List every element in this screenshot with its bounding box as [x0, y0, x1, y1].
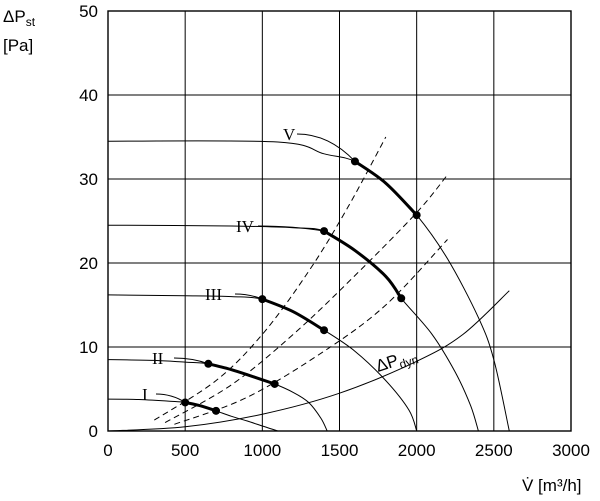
y-tick-label: 0: [89, 422, 98, 441]
system-curve: [164, 174, 448, 424]
series-leader: [257, 225, 325, 232]
grid: [108, 11, 571, 431]
fan-iii-operating-range: [261, 297, 325, 332]
series-label: I: [142, 385, 148, 404]
system-curves: [154, 136, 448, 425]
fan-i-point: [212, 406, 221, 415]
x-tick-labels: 0 500 1000 1500 2000 2500 3000: [103, 441, 590, 460]
fan-iv-curve: [107, 224, 479, 432]
fan-v-operating-range: [354, 160, 418, 217]
fan-iii-point: [320, 326, 329, 335]
y-tick-label: 10: [79, 338, 98, 357]
system-curve: [154, 136, 387, 421]
fan-v-curve: [107, 140, 510, 432]
x-tick-label: 2000: [398, 441, 436, 460]
x-axis-title: V̇ [m³/h]: [522, 476, 582, 495]
y-tick-label: 30: [79, 170, 98, 189]
series-leader: [296, 133, 356, 162]
series-label: II: [152, 349, 164, 368]
fan-iv-operating-range: [323, 229, 403, 300]
series-label: III: [205, 285, 222, 304]
series-leader: [234, 293, 263, 300]
fan-iv-point: [397, 294, 406, 303]
y-tick-labels: 0 10 20 30 40 50: [79, 2, 98, 441]
system-curve: [174, 239, 448, 425]
x-tick-label: 2500: [475, 441, 513, 460]
y-axis-title-line1: ΔPst: [3, 7, 36, 29]
y-tick-label: 50: [79, 2, 98, 21]
x-tick-label: 1500: [321, 441, 359, 460]
series-leader: [173, 357, 209, 365]
x-tick-label: 3000: [552, 441, 590, 460]
series-leader: [155, 393, 186, 403]
dynamic-pressure-label: ΔPdyn: [373, 345, 420, 379]
fan-curves: [107, 140, 510, 432]
fan-v-point: [412, 211, 421, 220]
y-axis-title-line2: [Pa]: [3, 36, 33, 55]
series-label: IV: [236, 217, 255, 236]
y-tick-label: 40: [79, 86, 98, 105]
x-tick-label: 0: [103, 441, 112, 460]
fan-ii-point: [270, 379, 279, 388]
fan-ii-operating-range: [207, 362, 276, 386]
y-tick-label: 20: [79, 254, 98, 273]
x-tick-label: 500: [171, 441, 199, 460]
plot-frame: [107, 10, 572, 432]
x-tick-label: 1000: [243, 441, 281, 460]
series-label: V: [283, 125, 296, 144]
dynamic-pressure-curve: [107, 290, 510, 432]
